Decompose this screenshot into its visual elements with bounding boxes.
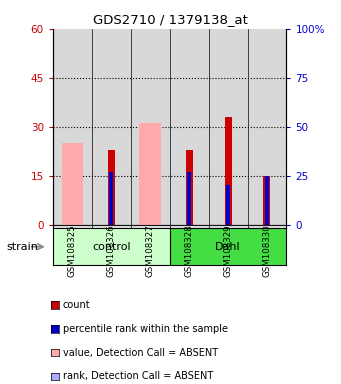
Bar [170,29,209,225]
Text: GDS2710 / 1379138_at: GDS2710 / 1379138_at [93,13,248,26]
Text: GSM108326: GSM108326 [107,225,116,278]
Bar [186,150,193,225]
Text: count: count [63,300,90,310]
Bar [248,29,286,225]
Bar [53,225,92,228]
Text: GSM108329: GSM108329 [224,225,233,277]
Text: GSM108328: GSM108328 [184,225,194,278]
Text: Dahl: Dahl [215,242,241,252]
Bar [92,29,131,225]
Text: GSM108327: GSM108327 [146,225,155,278]
Bar [131,225,170,228]
Bar [53,228,170,265]
Text: GSM108330: GSM108330 [263,225,271,278]
Bar [62,143,83,225]
Bar [209,29,248,225]
Text: value, Detection Call = ABSENT: value, Detection Call = ABSENT [63,348,218,358]
Text: strain: strain [7,242,39,252]
Bar [226,185,230,225]
Bar [108,150,115,225]
Bar [170,225,209,228]
Bar [109,172,113,225]
Bar [265,176,269,225]
Bar [264,176,270,225]
Bar [53,29,92,225]
Bar [209,225,248,228]
Bar [224,117,232,225]
Bar [92,225,131,228]
Text: rank, Detection Call = ABSENT: rank, Detection Call = ABSENT [63,371,213,381]
Text: percentile rank within the sample: percentile rank within the sample [63,324,228,334]
Bar [139,124,161,225]
Text: GSM108325: GSM108325 [68,225,77,278]
Bar [131,29,170,225]
Bar [248,225,286,228]
Bar [187,172,191,225]
Text: control: control [92,242,131,252]
Bar [170,228,286,265]
